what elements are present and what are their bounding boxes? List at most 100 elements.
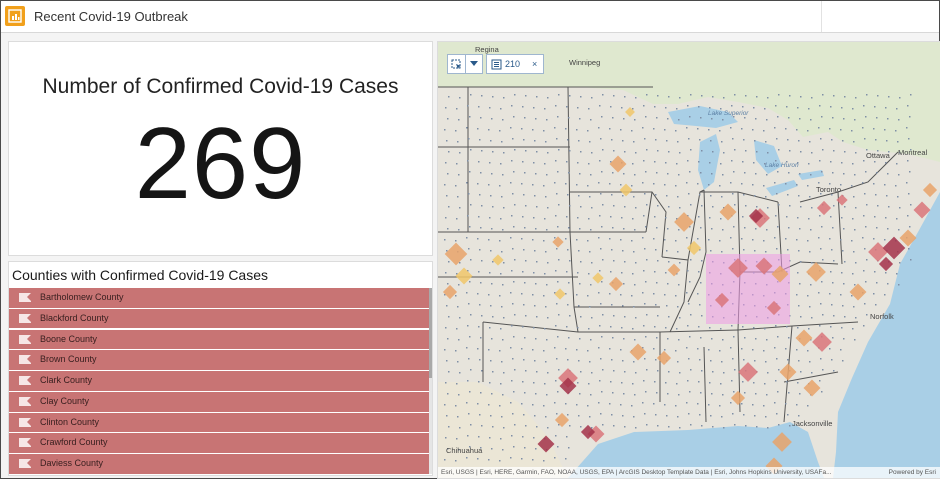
county-point — [819, 325, 821, 327]
county-point — [676, 273, 678, 275]
case-symbol[interactable] — [803, 379, 821, 397]
case-symbol[interactable] — [537, 435, 555, 453]
case-symbol[interactable] — [728, 258, 748, 278]
case-symbol[interactable] — [812, 332, 832, 352]
case-symbol[interactable] — [899, 229, 917, 247]
county-point — [800, 316, 802, 318]
case-symbol[interactable] — [608, 276, 624, 292]
list-item[interactable]: Clark County — [9, 371, 429, 391]
case-symbol[interactable] — [766, 300, 782, 316]
county-point — [677, 361, 679, 363]
map-canvas[interactable] — [438, 42, 940, 478]
county-point — [534, 415, 536, 417]
select-tool-button[interactable] — [448, 55, 465, 73]
close-icon[interactable]: × — [532, 59, 538, 69]
county-point — [710, 140, 712, 142]
county-point — [667, 228, 669, 230]
list-item[interactable]: Brown County — [9, 350, 429, 370]
county-point — [602, 149, 604, 151]
county-point — [622, 195, 624, 197]
county-point — [809, 141, 811, 143]
case-symbol[interactable] — [686, 240, 702, 256]
county-point — [555, 380, 557, 382]
county-name: Blackford County — [40, 312, 109, 323]
case-symbol[interactable] — [554, 412, 570, 428]
case-symbol[interactable] — [554, 288, 566, 300]
case-symbol[interactable] — [738, 362, 758, 382]
county-point — [503, 427, 505, 429]
list-item[interactable]: Clay County — [9, 391, 429, 412]
map-label-winnipeg: Winnipeg — [569, 58, 601, 67]
county-point — [730, 347, 732, 349]
case-symbol[interactable] — [559, 377, 577, 395]
case-symbol[interactable] — [816, 200, 832, 216]
list-item[interactable]: Clinton County — [9, 412, 429, 433]
county-point — [457, 416, 459, 418]
list-item[interactable]: Bartholomew County — [9, 288, 429, 308]
case-symbol[interactable] — [779, 363, 797, 381]
case-symbol[interactable] — [629, 343, 647, 361]
case-symbol[interactable] — [878, 256, 894, 272]
list-item[interactable]: Daviess County — [9, 454, 429, 474]
county-point — [675, 405, 677, 407]
county-point — [501, 251, 503, 253]
case-symbol[interactable] — [913, 201, 931, 219]
county-point — [469, 281, 471, 283]
list-item[interactable]: Blackford County — [9, 308, 429, 329]
case-symbol[interactable] — [719, 203, 737, 221]
case-symbol[interactable] — [592, 272, 604, 284]
county-point — [623, 338, 625, 340]
county-point — [809, 251, 811, 253]
county-point — [687, 270, 689, 272]
county-point — [766, 394, 768, 396]
county-point — [470, 424, 472, 426]
case-symbol[interactable] — [674, 212, 694, 232]
county-point — [612, 392, 614, 394]
case-symbol[interactable] — [609, 155, 627, 173]
county-point — [620, 129, 622, 131]
list-item[interactable]: Crawford County — [9, 433, 429, 454]
case-symbol[interactable] — [625, 107, 635, 117]
county-point — [653, 128, 655, 130]
county-point — [444, 459, 446, 461]
case-symbol[interactable] — [922, 182, 938, 198]
case-symbol[interactable] — [806, 262, 826, 282]
county-point — [480, 447, 482, 449]
county-point — [514, 259, 516, 261]
case-symbol[interactable] — [667, 263, 681, 277]
county-point — [459, 152, 461, 154]
case-symbol[interactable] — [795, 329, 813, 347]
county-point — [884, 239, 886, 241]
case-symbol[interactable] — [771, 265, 789, 283]
list-item[interactable]: Boone County — [9, 329, 429, 350]
case-symbol[interactable] — [836, 194, 848, 206]
case-symbol[interactable] — [748, 208, 764, 224]
county-point — [611, 304, 613, 306]
county-point — [765, 416, 767, 418]
county-point — [602, 204, 604, 206]
case-symbol[interactable] — [580, 424, 596, 440]
list-scrollbar[interactable] — [429, 288, 432, 474]
county-point — [907, 215, 909, 217]
case-symbol[interactable] — [442, 284, 458, 300]
map-view[interactable]: Regina Winnipeg Lake Superior Lake Huron… — [437, 41, 940, 479]
case-symbol[interactable] — [849, 283, 867, 301]
county-point — [642, 347, 644, 349]
case-symbol[interactable] — [619, 183, 633, 197]
county-point — [511, 325, 513, 327]
powered-by-text[interactable]: Powered by Esri — [888, 469, 936, 476]
case-symbol[interactable] — [492, 254, 504, 266]
case-symbol[interactable] — [656, 350, 672, 366]
case-symbol[interactable] — [772, 432, 792, 452]
scrollbar-thumb[interactable] — [429, 288, 432, 378]
county-point — [499, 130, 501, 132]
county-point — [798, 250, 800, 252]
select-tool-dropdown[interactable] — [464, 55, 483, 73]
case-symbol[interactable] — [714, 292, 730, 308]
county-point — [896, 273, 898, 275]
case-symbol[interactable] — [755, 257, 773, 275]
county-point — [711, 118, 713, 120]
county-point — [787, 194, 789, 196]
case-symbol[interactable] — [730, 390, 746, 406]
county-point — [898, 284, 900, 286]
